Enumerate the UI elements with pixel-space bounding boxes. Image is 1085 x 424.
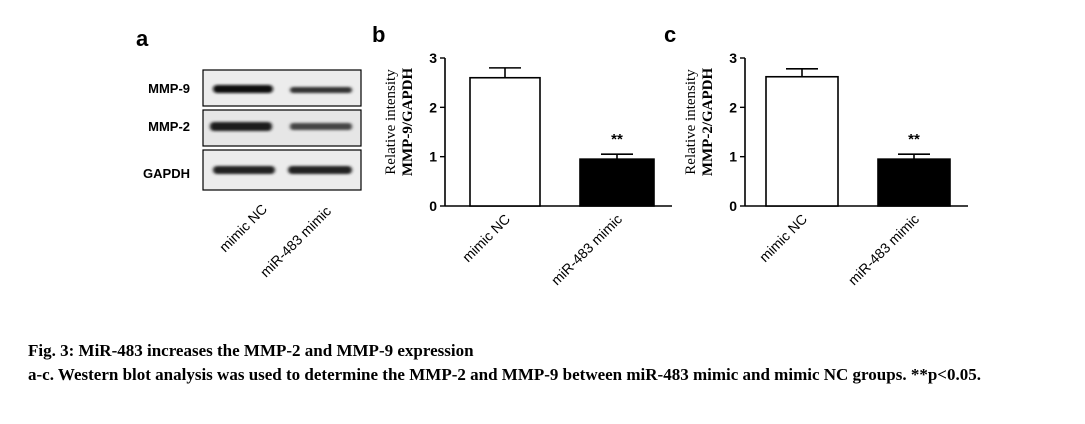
figure-caption-body: a-c. Western blot analysis was used to d… — [28, 365, 981, 384]
band-mmp9-mimic-nc — [213, 85, 273, 93]
bar-mir483-mimic — [877, 158, 951, 207]
y-tick-label: 0 — [429, 198, 437, 214]
x-category-label: miR-483 mimic — [548, 211, 625, 288]
y-tick-label: 0 — [729, 198, 737, 214]
bar-chart-mmp9: b 0 1 2 3 Relative intensity MMP-9/GAPDH mimic… — [372, 22, 672, 288]
blot-label-gapdh: GAPDH — [143, 166, 190, 181]
y-tick-label: 3 — [429, 50, 437, 66]
x-category-label: mimic NC — [459, 211, 513, 265]
panel-letter-c: c — [664, 22, 676, 47]
blot-lane-label-mir483-mimic: miR-483 mimic — [257, 203, 334, 280]
blot-label-mmp2: MMP-2 — [148, 119, 190, 134]
blot-lane-label-mimic-nc: mimic NC — [216, 201, 270, 255]
bar-mir483-mimic — [579, 158, 655, 207]
x-category-label: mimic NC — [756, 211, 810, 265]
western-blot-panel: a MMP-9 MMP-2 GAPDH mimic NC miR-483 mim… — [136, 26, 362, 280]
y-axis-label-line2: MMP-9/GAPDH — [400, 68, 416, 177]
significance-marker: ** — [611, 131, 623, 148]
band-mmp2-mimic-nc — [210, 122, 272, 131]
bar-chart-mmp2: c 0 1 2 3 Relative intensity MMP-2/GAPDH mimic… — [664, 22, 968, 288]
band-mmp9-mir483-mimic — [290, 87, 352, 93]
significance-marker: ** — [908, 131, 920, 148]
y-axis-label-line2: MMP-2/GAPDH — [700, 68, 716, 177]
bar-mimic-nc — [765, 75, 839, 207]
y-tick-label: 2 — [729, 99, 737, 115]
panel-letter-a: a — [136, 26, 149, 51]
panel-letter-b: b — [372, 22, 385, 47]
y-axis-label-line1: Relative intensity — [383, 69, 399, 175]
y-tick-label: 1 — [729, 149, 737, 165]
x-category-label: miR-483 mimic — [845, 211, 922, 288]
band-mmp2-mir483-mimic — [290, 123, 352, 130]
blot-label-mmp9: MMP-9 — [148, 81, 190, 96]
y-tick-label: 1 — [429, 149, 437, 165]
band-gapdh-mimic-nc — [213, 166, 275, 174]
y-tick-label: 3 — [729, 50, 737, 66]
y-tick-label: 2 — [429, 99, 437, 115]
figure-caption-title: Fig. 3: MiR-483 increases the MMP-2 and … — [28, 341, 474, 360]
band-gapdh-mir483-mimic — [288, 166, 352, 174]
bar-mimic-nc — [469, 76, 541, 207]
y-axis-label-line1: Relative intensity — [683, 69, 699, 175]
